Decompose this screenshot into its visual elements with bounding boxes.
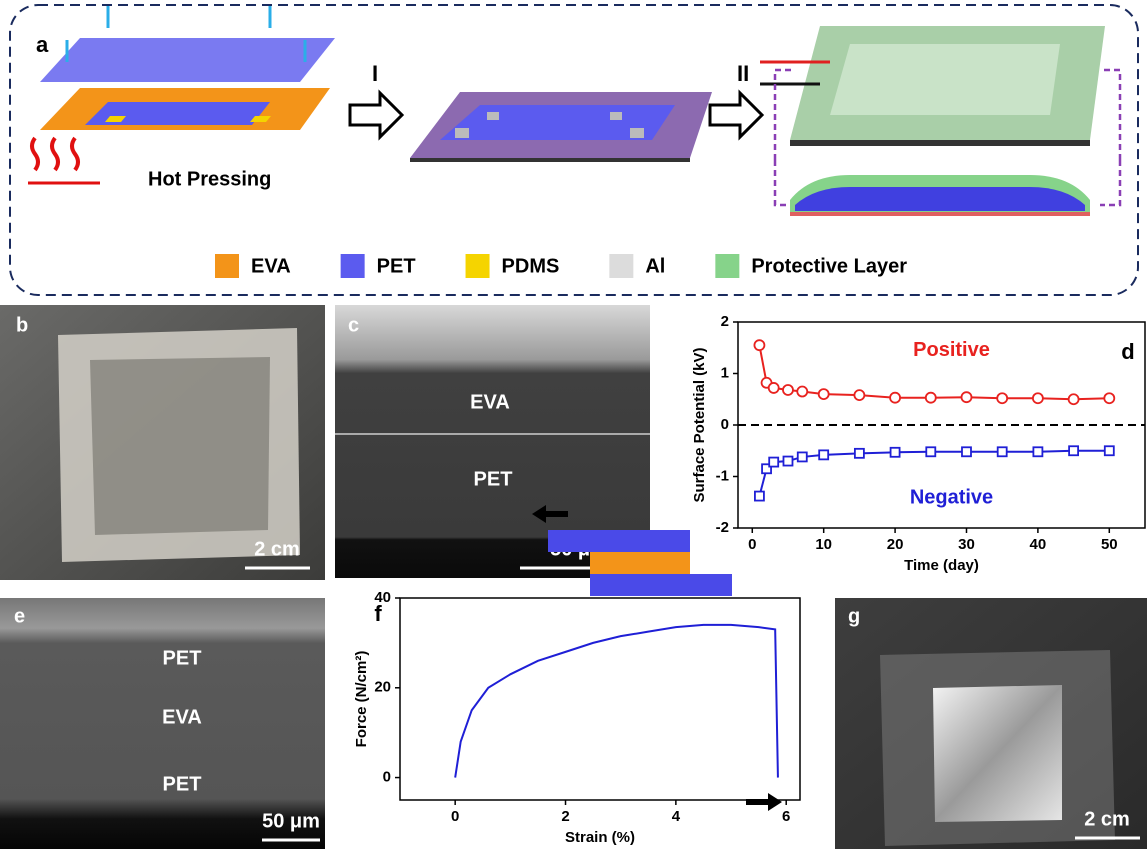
layer-label: EVA	[162, 706, 202, 728]
data-point	[891, 448, 900, 457]
y-tick-label: 0	[383, 769, 391, 786]
data-point	[819, 389, 829, 399]
legend-label: PET	[377, 255, 416, 277]
series-label: Positive	[913, 339, 990, 361]
lap-joint-schematic	[532, 505, 782, 811]
arrow	[710, 93, 762, 137]
y-axis-title: Surface Potential (kV)	[691, 347, 708, 502]
y-tick-label: 2	[721, 313, 729, 330]
data-point	[1069, 446, 1078, 455]
layer-label: EVA	[470, 391, 510, 413]
legend-swatch	[341, 254, 365, 278]
panel-label: b	[16, 314, 28, 336]
legend-label: Al	[645, 255, 665, 277]
layer-label: PET	[474, 468, 513, 490]
data-point	[998, 447, 1007, 456]
legend-label: Protective Layer	[751, 255, 907, 277]
layer-label: PET	[163, 773, 202, 795]
x-tick-label: 6	[782, 808, 790, 825]
x-tick-label: 2	[561, 808, 569, 825]
x-tick-label: 10	[815, 536, 832, 553]
x-tick-label: 4	[672, 808, 681, 825]
x-axis-title: Time (day)	[904, 557, 979, 574]
data-point	[783, 385, 793, 395]
panel-label: e	[14, 605, 25, 627]
data-point	[754, 340, 764, 350]
schematic-final	[760, 26, 1120, 216]
scale-bar-label: 2 cm	[1084, 808, 1130, 830]
data-point	[769, 383, 779, 393]
legend-label: PDMS	[502, 255, 560, 277]
data-point	[783, 457, 792, 466]
data-point	[1105, 446, 1114, 455]
legend-swatch	[466, 254, 490, 278]
data-point	[819, 450, 828, 459]
panel-label: d	[1121, 339, 1134, 364]
arrow	[350, 93, 402, 137]
y-tick-label: 20	[374, 679, 391, 696]
al-electrode	[933, 685, 1062, 822]
data-point	[855, 449, 864, 458]
y-tick-label: -2	[716, 519, 729, 536]
x-tick-label: 30	[958, 536, 975, 553]
step-label: I	[372, 61, 378, 86]
panel-label: f	[374, 601, 382, 626]
panel-label: g	[848, 605, 860, 627]
legend-swatch	[609, 254, 633, 278]
x-axis-title: Strain (%)	[565, 829, 635, 846]
x-tick-label: 40	[1030, 536, 1047, 553]
data-point	[926, 393, 936, 403]
x-tick-label: 20	[887, 536, 904, 553]
data-point	[797, 387, 807, 397]
y-tick-label: 1	[721, 364, 729, 381]
panel-label: a	[36, 32, 49, 57]
figure: a Hot Pressing I II b 2 cm c EVA PET 50 …	[0, 0, 1147, 849]
data-line	[455, 625, 778, 778]
legend-label: EVA	[251, 255, 291, 277]
x-tick-label: 0	[748, 536, 756, 553]
data-point	[961, 392, 971, 402]
data-point	[997, 393, 1007, 403]
panel-label: c	[348, 314, 359, 336]
scale-bar-label: 50 μm	[262, 810, 320, 832]
scale-bar-label: 2 cm	[254, 538, 300, 560]
layer-label: PET	[163, 647, 202, 669]
x-tick-label: 50	[1101, 536, 1118, 553]
x-tick-label: 0	[451, 808, 459, 825]
data-point	[798, 452, 807, 461]
data-point	[962, 447, 971, 456]
y-tick-label: 0	[721, 416, 729, 433]
y-axis-title: Force (N/cm²)	[353, 651, 370, 748]
film-window	[90, 357, 270, 535]
data-point	[755, 492, 764, 501]
step-label: II	[737, 61, 749, 86]
data-point	[1033, 447, 1042, 456]
data-point	[926, 447, 935, 456]
data-point	[890, 393, 900, 403]
data-point	[769, 458, 778, 467]
legend-swatch	[715, 254, 739, 278]
legend-swatch	[215, 254, 239, 278]
process-label: Hot Pressing	[148, 168, 271, 190]
series-label: Negative	[910, 486, 993, 508]
schematic-device	[410, 92, 712, 162]
data-point	[1104, 393, 1114, 403]
data-point	[1069, 394, 1079, 404]
data-point	[854, 390, 864, 400]
data-point	[1033, 393, 1043, 403]
schematic-stack	[28, 6, 335, 183]
plot-frame	[400, 598, 800, 800]
y-tick-label: -1	[716, 467, 729, 484]
